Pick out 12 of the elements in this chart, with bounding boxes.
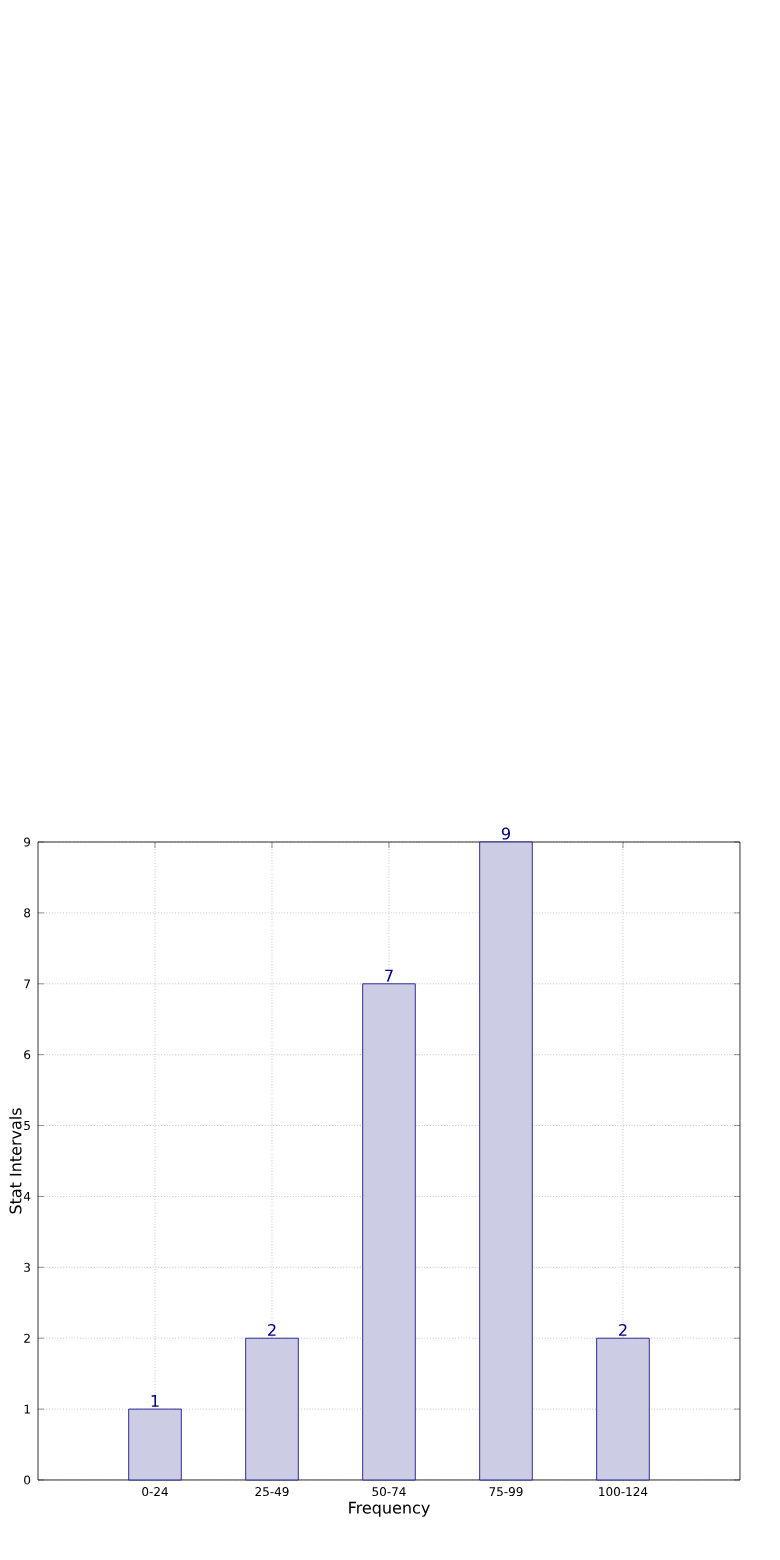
data-label: 9: [501, 827, 510, 840]
data-label: 2: [268, 1323, 276, 1336]
bar: [128, 1408, 182, 1481]
bar: [479, 841, 533, 1481]
bar: [362, 983, 416, 1481]
bar: [245, 1337, 299, 1481]
y-axis-title: Stat Intervals: [9, 1108, 22, 1214]
bar: [596, 1337, 650, 1481]
x-axis-title: Frequency: [349, 1501, 430, 1517]
data-label: 1: [151, 1395, 159, 1407]
data-label: 7: [385, 969, 393, 982]
data-label: 2: [619, 1323, 627, 1336]
